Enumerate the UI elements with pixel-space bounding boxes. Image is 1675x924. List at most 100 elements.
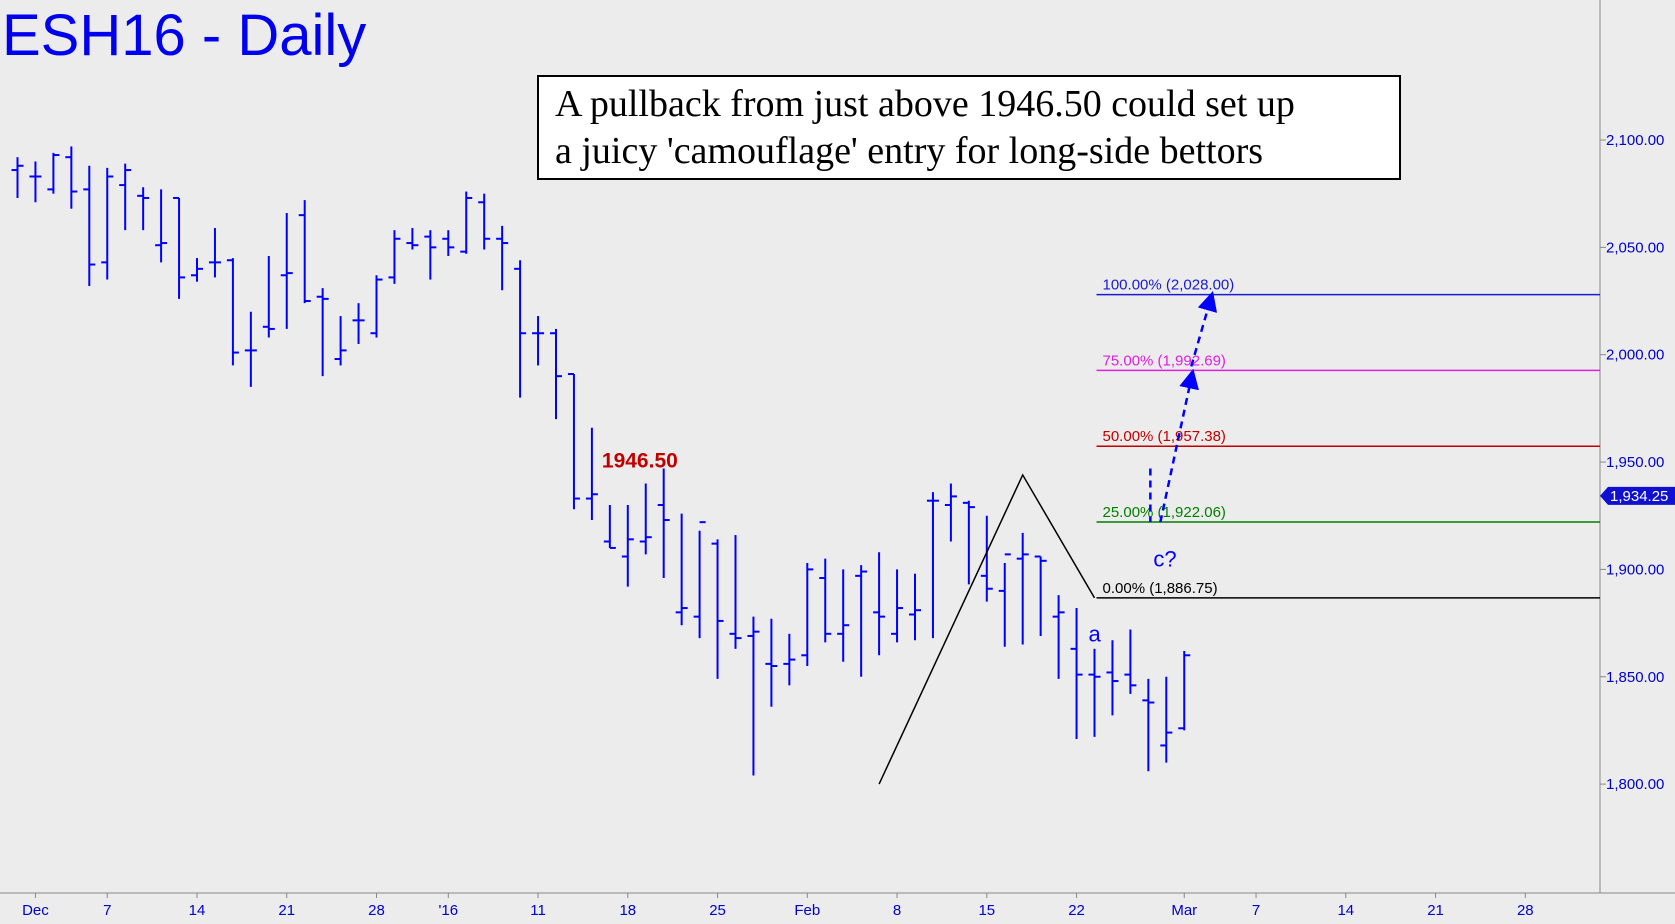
- y-tick-label: 2,050.00: [1606, 239, 1664, 256]
- ohlc-bar: [298, 200, 311, 304]
- fib-label: 50.00% (1,957.38): [1103, 428, 1226, 445]
- ohlc-bar: [855, 565, 868, 677]
- ohlc-bar: [424, 230, 437, 280]
- ohlc-bar: [639, 483, 652, 555]
- x-tick-label: 25: [709, 902, 726, 919]
- ohlc-bar: [191, 258, 203, 282]
- last-price-label: 1,934.25: [1610, 488, 1668, 505]
- y-tick-label: 1,950.00: [1606, 454, 1664, 471]
- x-tick-label: Dec: [22, 902, 49, 919]
- ohlc-bar: [998, 553, 1011, 647]
- ohlc-bar: [675, 513, 688, 626]
- ohlc-bar: [101, 167, 114, 280]
- ohlc-bar: [873, 552, 886, 656]
- ohlc-bar: [1052, 595, 1065, 679]
- ohlc-bar: [244, 311, 257, 387]
- ohlc-bar: [980, 515, 993, 602]
- ohlc-bar: [926, 492, 939, 639]
- wave-label-a: a: [1089, 622, 1102, 647]
- ohlc-bar: [478, 193, 491, 250]
- ohlc-bar: [962, 500, 975, 585]
- ohlc-bar: [801, 562, 814, 667]
- fib-label: 75.00% (1,992.69): [1103, 352, 1226, 369]
- ohlc-bar: [1070, 608, 1083, 740]
- ohlc-bar: [406, 228, 419, 250]
- wave-label-c: c?: [1153, 547, 1176, 572]
- ohlc-bar: [567, 373, 580, 510]
- ohlc-bar: [944, 483, 957, 542]
- ohlc-bar: [837, 569, 850, 662]
- ohlc-bar: [1124, 629, 1137, 694]
- ohlc-bar: [334, 316, 347, 366]
- ohlc-bar: [621, 504, 634, 587]
- ohlc-bar: [783, 633, 796, 686]
- x-tick-label: Feb: [794, 902, 820, 919]
- ohlc-bar: [442, 230, 455, 256]
- ohlc-bar: [119, 163, 132, 231]
- annotation-line-1: A pullback from just above 1946.50 could…: [555, 83, 1295, 125]
- ohlc-bar: [388, 230, 401, 284]
- ohlc-bar: [1178, 650, 1191, 731]
- ohlc-bar: [550, 328, 562, 420]
- ohlc-bar: [765, 618, 778, 707]
- x-tick-label: 11: [530, 902, 546, 919]
- ohlc-bar: [47, 152, 60, 194]
- fib-label: 0.00% (1,886.75): [1103, 580, 1218, 597]
- ohlc-bar: [603, 504, 616, 549]
- projected-path-1: [1159, 368, 1199, 523]
- ohlc-bar: [1142, 678, 1155, 772]
- ohlc-bar: [514, 260, 527, 398]
- x-tick-label: 18: [619, 902, 636, 919]
- ohlc-bar: [1088, 648, 1101, 737]
- last-price-flag: [1600, 486, 1675, 505]
- x-tick-label: '16: [439, 902, 459, 919]
- ohlc-bar: [280, 212, 293, 329]
- ohlc-bar: [352, 303, 365, 344]
- ohlc-bar: [83, 165, 96, 286]
- ohlc-bar: [1160, 676, 1173, 763]
- annotation-line-2: a juicy 'camouflage' entry for long-side…: [555, 130, 1264, 172]
- x-tick-label: 15: [978, 902, 995, 919]
- ohlc-bar: [11, 157, 24, 198]
- y-tick-label: 1,850.00: [1606, 669, 1664, 686]
- ohlc-bar: [819, 558, 832, 643]
- x-tick-label: 8: [893, 902, 901, 919]
- y-tick-label: 2,000.00: [1606, 347, 1664, 364]
- y-tick-label: 2,100.00: [1606, 132, 1664, 149]
- ohlc-bar: [585, 427, 598, 521]
- ohlc-bar: [155, 189, 168, 263]
- x-tick-label: 28: [1517, 902, 1534, 919]
- ohlc-bar: [1034, 555, 1047, 636]
- x-tick-label: 14: [189, 902, 206, 919]
- x-tick-label: 7: [1252, 902, 1260, 919]
- ohlc-bar: [65, 146, 78, 209]
- ohlc-bar: [226, 258, 239, 366]
- x-tick-label: 21: [1427, 902, 1444, 919]
- ohlc-bar: [496, 225, 509, 291]
- x-tick-label: 7: [103, 902, 111, 919]
- fib-label: 100.00% (2,028.00): [1103, 277, 1235, 294]
- x-tick-label: Mar: [1171, 902, 1197, 919]
- x-tick-label: 21: [278, 902, 295, 919]
- y-tick-label: 1,900.00: [1606, 561, 1664, 578]
- ohlc-bar: [460, 191, 473, 254]
- ohlc-bar: [909, 573, 921, 641]
- ohlc-bar: [137, 187, 150, 231]
- ohlc-bar: [262, 255, 275, 338]
- ohlc-bar: [891, 569, 904, 643]
- ohlc-bar: [1106, 640, 1119, 716]
- ohlc-bar: [711, 539, 724, 679]
- annotation-box: A pullback from just above 1946.50 could…: [537, 75, 1401, 180]
- ohlc-bars: [11, 146, 1191, 776]
- ohlc-bar: [173, 196, 186, 299]
- x-tick-label: 28: [368, 902, 385, 919]
- ohlc-bar: [532, 316, 545, 366]
- ohlc-bar: [1016, 532, 1029, 645]
- y-tick-label: 1,800.00: [1606, 776, 1664, 793]
- ohlc-bar: [208, 228, 221, 278]
- ohlc-bar: [370, 275, 383, 338]
- x-tick-label: 14: [1337, 902, 1354, 919]
- ohlc-bar: [657, 468, 670, 578]
- ohlc-bar: [29, 161, 42, 203]
- swing-lines: [878, 473, 1096, 785]
